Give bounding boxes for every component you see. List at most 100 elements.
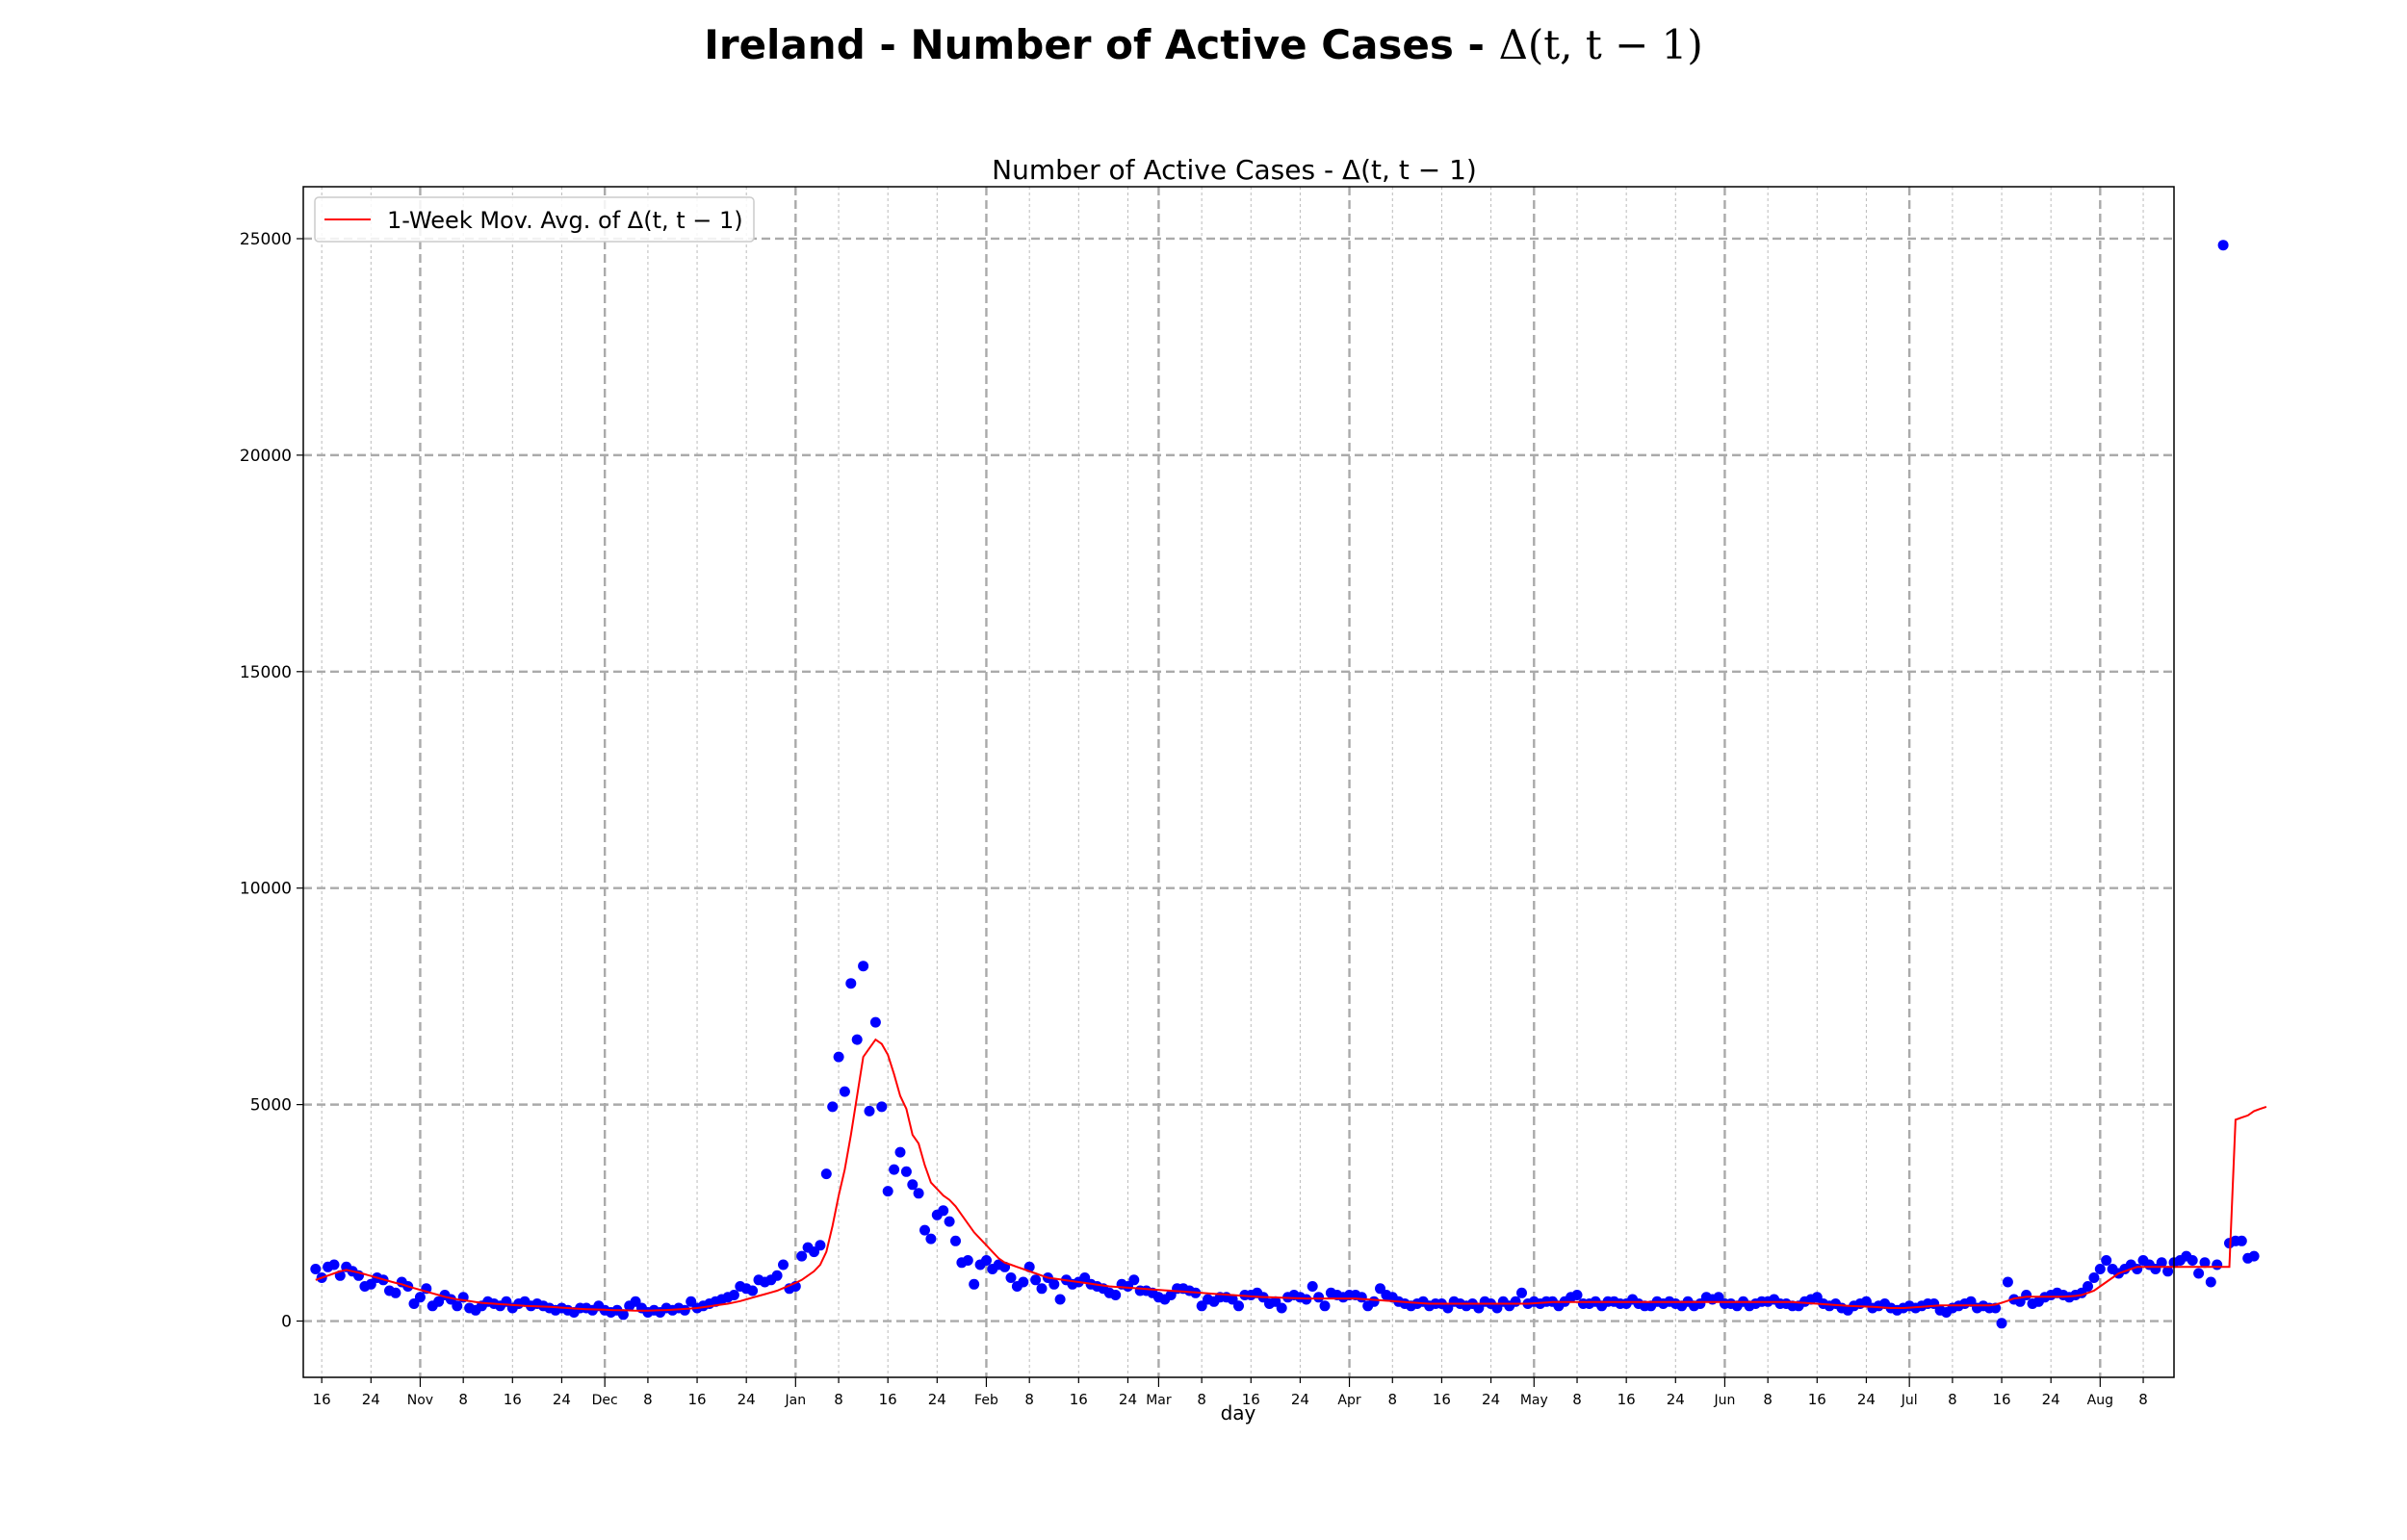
scatter-point xyxy=(889,1164,900,1175)
scatter-point xyxy=(1313,1292,1325,1303)
scatter-point xyxy=(925,1233,937,1245)
x-tick-label: 8 xyxy=(834,1391,843,1408)
x-tick-label: 24 xyxy=(1667,1391,1685,1408)
y-tick-label: 5000 xyxy=(250,1096,292,1116)
scatter-point xyxy=(1128,1274,1140,1286)
x-tick-label: 16 xyxy=(504,1391,522,1408)
scatter-point xyxy=(2088,1272,2100,1283)
x-tick-label: 8 xyxy=(643,1391,653,1408)
scatter-point xyxy=(851,1034,863,1045)
x-tick-label: 24 xyxy=(1857,1391,1876,1408)
x-tick-label: 24 xyxy=(1482,1391,1500,1408)
scatter-point xyxy=(1005,1272,1017,1283)
x-tick-label: Dec xyxy=(592,1393,618,1408)
x-tick-label: Jan xyxy=(785,1393,807,1408)
x-axis: 16 24 Nov 8 16 24 Dec 8 16 24 Jan 8 16 24 Feb 8 16 24 Mar 8… xyxy=(313,1377,2148,1408)
plot-frame xyxy=(302,186,2175,1378)
scatter-point xyxy=(2212,1259,2223,1270)
scatter-point xyxy=(414,1292,426,1303)
scatter-point xyxy=(1510,1296,1521,1307)
x-tick-label: 8 xyxy=(1197,1391,1206,1408)
scatter-point xyxy=(2083,1281,2093,1292)
scatter-point xyxy=(1996,1318,2007,1329)
scatter-point xyxy=(2193,1268,2205,1279)
legend: 1-Week Mov. Avg. of Δ(t, t − 1) xyxy=(314,196,755,243)
scatter-point xyxy=(771,1270,783,1281)
x-tick-label: Aug xyxy=(2087,1393,2113,1408)
scatter-point xyxy=(328,1259,340,1270)
scatter-point xyxy=(617,1309,629,1321)
scatter-point xyxy=(820,1168,832,1180)
scatter-point xyxy=(796,1250,808,1262)
scatter-point xyxy=(1319,1300,1331,1312)
scatter-point xyxy=(876,1101,888,1113)
y-tick-label: 20000 xyxy=(240,447,292,466)
scatter-point xyxy=(1018,1276,1029,1288)
x-tick-label: May xyxy=(1520,1393,1548,1408)
scatter-point xyxy=(2248,1250,2260,1262)
y-tick-label: 10000 xyxy=(240,880,292,899)
scatter-point xyxy=(913,1188,924,1199)
scatter-point xyxy=(882,1186,893,1197)
scatter-point xyxy=(938,1205,949,1217)
x-tick-label: 8 xyxy=(458,1391,468,1408)
scatter-point xyxy=(1110,1290,1122,1300)
x-tick-label: Jun xyxy=(1713,1393,1735,1408)
scatter-point xyxy=(950,1235,961,1246)
axes-title: Number of Active Cases - Δ(t, t − 1) xyxy=(992,154,1477,186)
x-tick-label: 8 xyxy=(1763,1391,1773,1408)
legend-box xyxy=(314,196,755,243)
x-tick-label: 16 xyxy=(1242,1391,1260,1408)
scatter-series xyxy=(310,240,2260,1329)
scatter-point xyxy=(900,1166,912,1177)
x-tick-label: Nov xyxy=(407,1393,433,1408)
x-axis-label: day xyxy=(1221,1401,1256,1424)
x-tick-label: Mar xyxy=(1146,1393,1172,1408)
scatter-point xyxy=(747,1285,759,1296)
x-tick-label: Jul xyxy=(1901,1393,1918,1408)
x-tick-label: 24 xyxy=(2042,1391,2060,1408)
scatter-point xyxy=(1054,1294,1066,1305)
scatter-point xyxy=(1571,1290,1583,1300)
scatter-point xyxy=(919,1224,930,1236)
x-tick-label: 16 xyxy=(1070,1391,1088,1408)
scatter-point xyxy=(1307,1281,1318,1292)
scatter-point xyxy=(1048,1278,1060,1290)
x-tick-label: 16 xyxy=(1808,1391,1826,1408)
scatter-point xyxy=(2187,1255,2198,1266)
major-grid xyxy=(303,187,2174,1377)
scatter-point xyxy=(2101,1255,2112,1266)
x-tick-label: 24 xyxy=(553,1391,571,1408)
scatter-point xyxy=(1368,1296,1380,1307)
scatter-point xyxy=(2156,1257,2167,1269)
scatter-point xyxy=(2021,1290,2032,1300)
scatter-point xyxy=(728,1290,739,1300)
scatter-point xyxy=(2094,1264,2106,1274)
x-tick-label: 16 xyxy=(1433,1391,1451,1408)
x-tick-label: 8 xyxy=(1948,1391,1957,1408)
scatter-point xyxy=(2162,1266,2174,1277)
x-tick-label: 8 xyxy=(1572,1391,1582,1408)
figure-title: Ireland - Number of Active Cases - Δ(t, … xyxy=(0,21,2407,68)
scatter-point xyxy=(1276,1302,1287,1314)
x-tick-label: Apr xyxy=(1337,1393,1360,1408)
scatter-point xyxy=(1233,1300,1244,1312)
scatter-point xyxy=(2217,240,2229,251)
x-tick-label: 8 xyxy=(1388,1391,1398,1408)
x-tick-label: 24 xyxy=(362,1391,380,1408)
scatter-point xyxy=(969,1278,980,1290)
scatter-point xyxy=(1516,1287,1527,1298)
y-tick-label: 0 xyxy=(281,1313,292,1332)
x-tick-label: 16 xyxy=(688,1391,707,1408)
scatter-point xyxy=(845,978,857,989)
scatter-point xyxy=(452,1300,463,1312)
scatter-point xyxy=(2205,1276,2216,1288)
x-tick-label: 24 xyxy=(1119,1391,1137,1408)
scatter-point xyxy=(981,1255,992,1266)
moving-average-line xyxy=(315,1038,2267,1312)
scatter-point xyxy=(1356,1292,1367,1303)
scatter-point xyxy=(839,1086,850,1097)
x-tick-label: 24 xyxy=(1291,1391,1309,1408)
scatter-point xyxy=(869,1016,881,1028)
